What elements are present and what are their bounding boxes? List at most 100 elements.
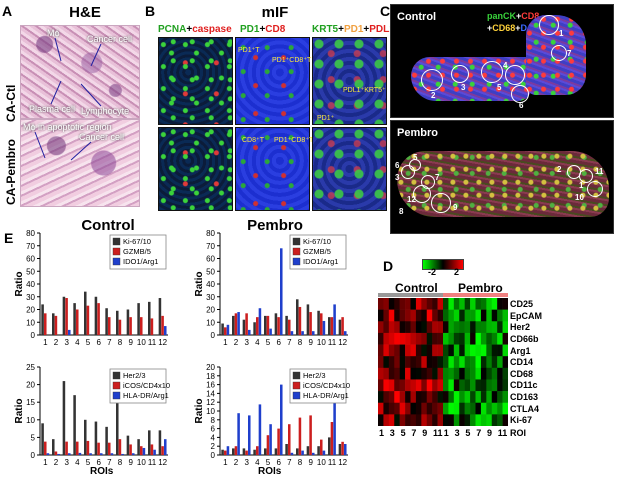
heatmap-cell bbox=[464, 332, 471, 345]
heatmap-cell bbox=[475, 298, 482, 310]
bar-hla-dr-arg1 bbox=[226, 446, 230, 455]
bar-hla-dr-arg1 bbox=[100, 453, 103, 455]
heatmap-cell bbox=[383, 402, 390, 415]
wsi-legend1-part-1: + bbox=[516, 11, 522, 21]
y-tick-label: 10 bbox=[26, 318, 35, 327]
x-tick-label: 9 bbox=[308, 338, 313, 347]
heatmap-cell bbox=[502, 309, 508, 322]
heatmap-marker-10: Ki-67 bbox=[510, 415, 533, 426]
heatmap-group-pembro: Pembro bbox=[458, 281, 503, 295]
heatmap-roi-tick-0: 1 bbox=[379, 428, 385, 438]
bar-her2-3 bbox=[52, 439, 55, 455]
heatmap-cell bbox=[470, 391, 476, 404]
heatmap-cell bbox=[432, 332, 438, 345]
bar-ki-67-10 bbox=[317, 310, 320, 335]
heatmap-cell bbox=[486, 379, 493, 392]
heatmap-cell bbox=[421, 402, 428, 415]
heatmap-cell bbox=[405, 414, 411, 426]
heatmap-cell bbox=[470, 321, 476, 334]
heatmap-cell bbox=[453, 391, 460, 404]
heatmap-cell bbox=[383, 298, 390, 310]
roi-pembro-num-12: 12 bbox=[407, 195, 416, 204]
heatmap-cell bbox=[470, 332, 476, 345]
x-tick-label: 8 bbox=[118, 458, 123, 467]
bar-icos-cd4x10 bbox=[298, 417, 302, 455]
mif-col1-part-2: caspase bbox=[192, 24, 232, 35]
ann-pd1-cd8-t: PD1⁺CD8⁺T bbox=[272, 57, 312, 64]
heatmap-cell bbox=[432, 402, 438, 415]
bar-gzmb-5 bbox=[76, 309, 79, 335]
bar-ki-67-10 bbox=[137, 303, 140, 335]
x-tick-label: 2 bbox=[234, 338, 239, 347]
heatmap-cell bbox=[437, 414, 444, 426]
bar-ki-67-10 bbox=[274, 313, 278, 335]
heatmap-cell bbox=[459, 367, 465, 380]
heatmap-cell bbox=[405, 367, 411, 380]
legend-label: IDO1/Arg1 bbox=[303, 257, 338, 266]
heatmap-cell bbox=[410, 402, 417, 415]
roi-control-1 bbox=[539, 15, 559, 35]
heatmap-cell bbox=[437, 309, 444, 322]
heatmap-cell bbox=[394, 391, 400, 404]
bar-ki-67-10 bbox=[148, 301, 151, 335]
bar-ki-67-10 bbox=[105, 308, 108, 335]
chart-title-control: Control bbox=[81, 217, 135, 234]
mif-col3-part-0: KRT5 bbox=[312, 24, 339, 35]
bar-gzmb-5 bbox=[108, 317, 111, 335]
heatmap-cell bbox=[491, 321, 498, 334]
x-tick-label: 1 bbox=[43, 338, 48, 347]
heatmap-cell bbox=[399, 367, 406, 380]
heatmap-cell bbox=[432, 379, 438, 392]
ann-cancer-cell-2: Cancer cell bbox=[79, 132, 125, 142]
heatmap-roi-tick-6: 1 bbox=[443, 428, 449, 438]
y-tick-label: 10 bbox=[206, 407, 215, 416]
heatmap-cell bbox=[432, 414, 438, 426]
heatmap-cell bbox=[480, 356, 487, 369]
panel-d-letter: D bbox=[383, 258, 394, 274]
heatmap-cell bbox=[378, 402, 384, 415]
mif-col3-part-4: PDL1 bbox=[369, 24, 395, 35]
heatmap-cell bbox=[448, 367, 455, 380]
heatmap-cell bbox=[480, 391, 487, 404]
heatmap-cell bbox=[378, 356, 384, 369]
bar-her2-3 bbox=[137, 439, 140, 455]
bar-icos-cd4x10 bbox=[161, 446, 164, 455]
heatmap-roi-tick-9: 7 bbox=[476, 428, 482, 438]
bar-hla-dr-arg1 bbox=[269, 424, 272, 455]
heatmap-cell bbox=[388, 367, 395, 380]
y-axis-title: Ratio bbox=[14, 399, 25, 424]
y-tick-label: 70 bbox=[206, 242, 215, 251]
y-tick-label: 2 bbox=[211, 442, 216, 451]
heatmap-cell bbox=[410, 309, 417, 322]
heatmap-cell bbox=[464, 379, 471, 392]
roi-control-num-3: 3 bbox=[461, 83, 466, 92]
x-tick-label: 11 bbox=[328, 338, 337, 347]
heatmap-grid bbox=[378, 298, 508, 426]
heatmap-cell bbox=[480, 379, 487, 392]
heatmap-cell bbox=[453, 356, 460, 369]
heatmap-cell bbox=[410, 344, 417, 357]
heatmap-roi-tick-4: 9 bbox=[422, 428, 428, 438]
roi-pembro-11 bbox=[579, 169, 593, 183]
bar-gzmb-5 bbox=[309, 312, 312, 335]
y-axis-title: Ratio bbox=[14, 272, 25, 297]
heatmap-cell bbox=[491, 298, 498, 310]
mif-image-pcna-control bbox=[158, 37, 233, 125]
legend-label: Ki-67/10 bbox=[303, 237, 331, 246]
heatmap-cell bbox=[448, 379, 455, 392]
heatmap-cell bbox=[464, 344, 471, 357]
heatmap-marker-7: CD11c bbox=[510, 380, 538, 391]
y-tick-label: 15 bbox=[26, 398, 35, 407]
y-tick-label: 10 bbox=[26, 416, 35, 425]
chart-title-pembro: Pembro bbox=[247, 217, 303, 234]
x-tick-label: 6 bbox=[96, 458, 101, 467]
bar-icos-cd4x10 bbox=[108, 442, 111, 455]
mif-col3-part-3: + bbox=[363, 24, 370, 35]
heatmap-cell bbox=[459, 344, 465, 357]
mif-col3-part-1: + bbox=[338, 24, 344, 35]
roi-pembro-num-11: 11 bbox=[595, 167, 604, 176]
heatmap-cell bbox=[464, 402, 471, 415]
heatmap-cell bbox=[410, 321, 417, 334]
heatmap-cell bbox=[480, 321, 487, 334]
bar-ki-67-10 bbox=[52, 313, 55, 335]
